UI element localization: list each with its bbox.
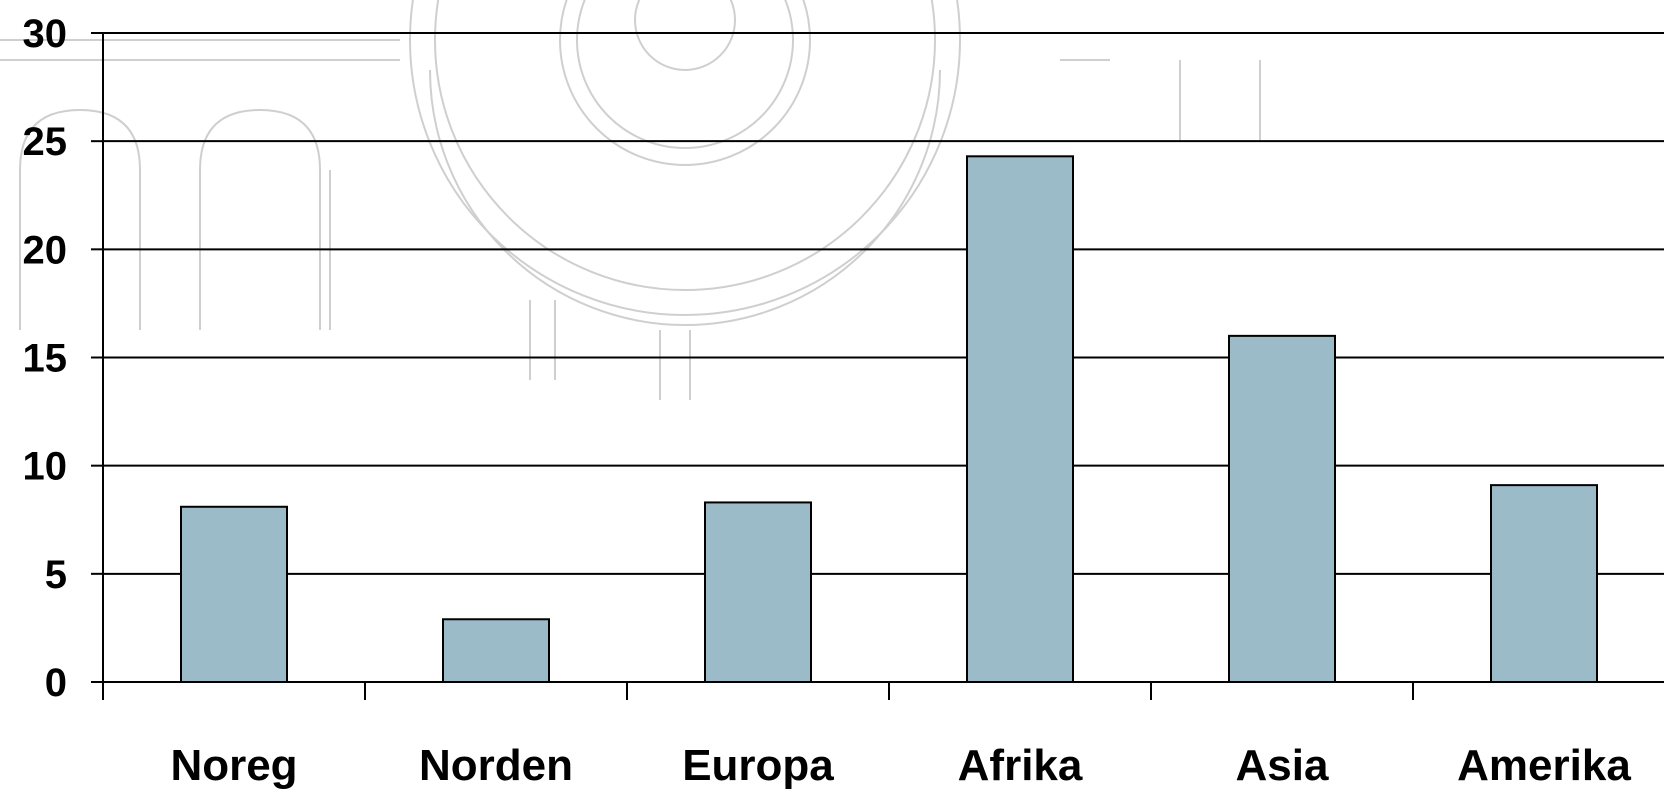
y-tick-label: 25	[23, 120, 68, 164]
bar-amerika	[1490, 484, 1598, 683]
axes	[91, 32, 1664, 700]
background-watermark	[0, 0, 1261, 400]
y-tick-label: 5	[45, 553, 67, 597]
bar-noreg	[180, 505, 288, 683]
bar-norden	[442, 618, 550, 683]
x-tick-label: Asia	[1236, 741, 1329, 790]
y-tick-label: 10	[23, 445, 68, 489]
x-tick-label: Noreg	[170, 741, 297, 790]
y-tick-label: 20	[23, 228, 68, 272]
bars	[180, 155, 1598, 683]
bar-afrika	[966, 155, 1074, 683]
y-tick-label: 30	[23, 12, 68, 56]
y-tick-labels: 0 5 10 15 20 25 30	[23, 12, 68, 705]
x-tick-label: Europa	[682, 741, 834, 790]
y-tick-label: 15	[23, 337, 68, 381]
x-tick-label: Amerika	[1457, 741, 1631, 790]
bar-europa	[704, 501, 812, 683]
y-tick-label: 0	[45, 661, 67, 705]
x-tick-label: Norden	[419, 741, 573, 790]
x-tick-label: Afrika	[958, 741, 1083, 790]
gridlines	[103, 32, 1664, 575]
bar-asia	[1228, 334, 1336, 683]
x-tick-labels: Noreg Norden Europa Afrika Asia Amerika	[170, 741, 1631, 790]
